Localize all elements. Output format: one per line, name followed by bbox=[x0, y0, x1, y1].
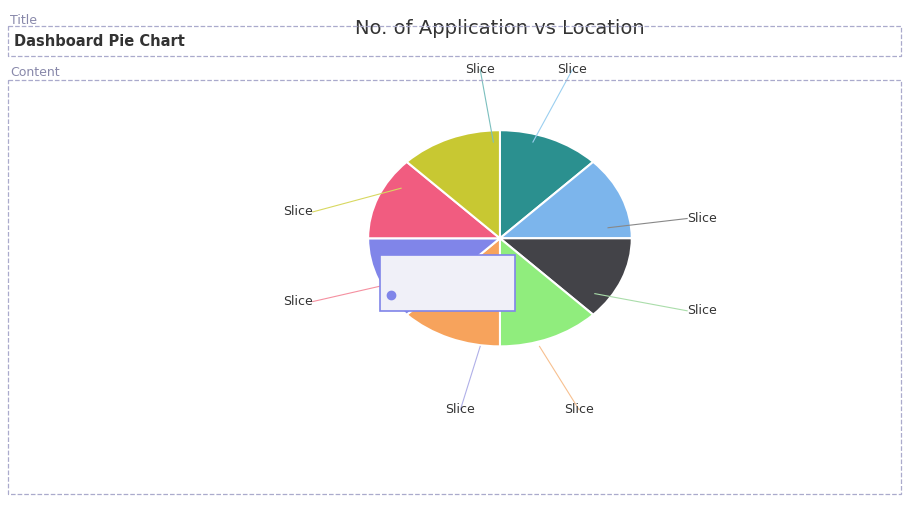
Text: Slice: Slice bbox=[283, 205, 313, 219]
Wedge shape bbox=[500, 238, 594, 346]
Wedge shape bbox=[500, 130, 594, 238]
Text: Slice: Slice bbox=[557, 63, 587, 76]
Wedge shape bbox=[500, 162, 632, 238]
Text: Series 1: 1: Series 1: 1 bbox=[405, 289, 468, 302]
Text: No. of Application vs Location: No. of Application vs Location bbox=[355, 19, 644, 38]
Text: Title: Title bbox=[10, 14, 37, 27]
Text: Slice: Slice bbox=[388, 263, 416, 276]
Wedge shape bbox=[406, 130, 500, 238]
Text: Slice: Slice bbox=[687, 212, 717, 225]
Text: Slice: Slice bbox=[283, 295, 313, 308]
Text: Dashboard Pie Chart: Dashboard Pie Chart bbox=[14, 33, 185, 49]
Text: Slice: Slice bbox=[687, 304, 717, 317]
Text: Slice: Slice bbox=[465, 63, 495, 76]
Text: Slice: Slice bbox=[564, 403, 594, 416]
Text: Content: Content bbox=[10, 66, 60, 79]
Wedge shape bbox=[368, 238, 500, 315]
Wedge shape bbox=[406, 238, 500, 346]
Wedge shape bbox=[368, 162, 500, 238]
Text: Slice: Slice bbox=[445, 403, 475, 416]
FancyBboxPatch shape bbox=[380, 255, 515, 311]
Wedge shape bbox=[500, 238, 632, 315]
